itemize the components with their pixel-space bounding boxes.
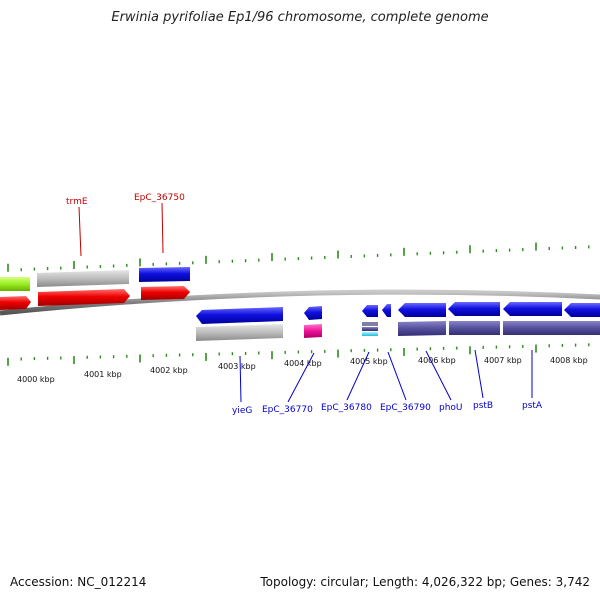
leader-yieG xyxy=(239,355,242,403)
forward-strand-features xyxy=(0,267,190,291)
leader-pstB xyxy=(474,349,484,399)
gene-arrow-blue-EpC_36780 xyxy=(362,305,378,317)
leader-EpC_36790 xyxy=(387,351,407,401)
gene-arrow-blue-phoU xyxy=(398,303,446,317)
accession-text: Accession: NC_012214 xyxy=(10,575,147,589)
gene-label-EpC_36790: EpC_36790 xyxy=(380,403,431,413)
gene-arrow-red-trmE xyxy=(38,289,130,306)
gene-arrow-blue-pstA xyxy=(503,302,562,316)
gene-arrow-blue-pstB xyxy=(448,302,500,316)
gene-block-purple-pstB xyxy=(449,321,500,335)
lower-tick-row xyxy=(7,343,590,366)
tick-label: 4007 kbp xyxy=(484,356,522,365)
gene-arrow-red-EpC_36750 xyxy=(141,286,190,300)
gene-label-yieG: yieG xyxy=(232,406,252,416)
gene-label-EpC_36750: EpC_36750 xyxy=(134,193,185,203)
gene-label-pstB: pstB xyxy=(473,401,493,411)
gene-arrow-blue-EpC_36770 xyxy=(304,306,322,320)
map-title: Erwinia pyrifoliae Ep1/96 chromosome, co… xyxy=(111,10,489,25)
gene-arrow-blue-yieG xyxy=(196,307,283,324)
gene-label-EpC_36780: EpC_36780 xyxy=(321,403,372,413)
genome-summary-text: Topology: circular; Length: 4,026,322 bp… xyxy=(260,575,590,589)
forward-strand-red-features xyxy=(0,286,190,310)
gene-labels-top: trmE EpC_36750 xyxy=(66,193,185,207)
tick-label: 4001 kbp xyxy=(84,370,122,379)
leader-trmE xyxy=(78,206,82,257)
gene-block-stack-EpC_36780-b xyxy=(362,327,378,331)
gene-block-purple-phoU xyxy=(398,321,446,336)
leader-EpC_36750 xyxy=(161,202,164,254)
upper-tick-row xyxy=(7,242,590,272)
leader-EpC_36780 xyxy=(346,351,370,401)
gene-arrow-green xyxy=(0,277,30,291)
gene-block-purple-pstA xyxy=(503,321,600,335)
leader-EpC_36770 xyxy=(287,352,315,403)
leader-phoU xyxy=(425,350,452,401)
gene-arrow-blue-next xyxy=(564,303,600,317)
tick-label: 4005 kbp xyxy=(350,357,388,366)
gene-arrow-red-1 xyxy=(0,296,31,310)
chromosome-backbone xyxy=(0,289,600,316)
gene-arrow-grey-trmE xyxy=(37,270,129,287)
tick-label: 4002 kbp xyxy=(150,366,188,375)
gene-label-phoU: phoU xyxy=(439,403,463,413)
gene-label-EpC_36770: EpC_36770 xyxy=(262,405,313,415)
gene-label-pstA: pstA xyxy=(522,401,543,411)
gene-block-stack-EpC_36780 xyxy=(362,322,378,326)
reverse-strand-features xyxy=(196,302,600,341)
gene-block-pink-EpC_36770 xyxy=(304,324,322,338)
gene-block-grey-yieG xyxy=(196,324,283,341)
gene-block-stack-EpC_36780-c xyxy=(362,332,378,336)
tick-label: 4003 kbp xyxy=(218,362,256,371)
gene-arrow-blue-EpC_36790 xyxy=(382,304,391,317)
gene-label-trmE: trmE xyxy=(66,197,88,207)
tick-label: 4006 kbp xyxy=(418,356,456,365)
tick-labels: 4000 kbp 4001 kbp 4002 kbp 4003 kbp 4004… xyxy=(17,356,588,384)
gene-arrow-blue-EpC_36750 xyxy=(139,267,190,282)
gene-label-leaders xyxy=(78,202,533,403)
tick-label: 4000 kbp xyxy=(17,375,55,384)
tick-label: 4008 kbp xyxy=(550,356,588,365)
tick-label: 4004 kbp xyxy=(284,359,322,368)
gene-labels-bottom: yieG EpC_36770 EpC_36780 EpC_36790 phoU … xyxy=(232,401,543,416)
